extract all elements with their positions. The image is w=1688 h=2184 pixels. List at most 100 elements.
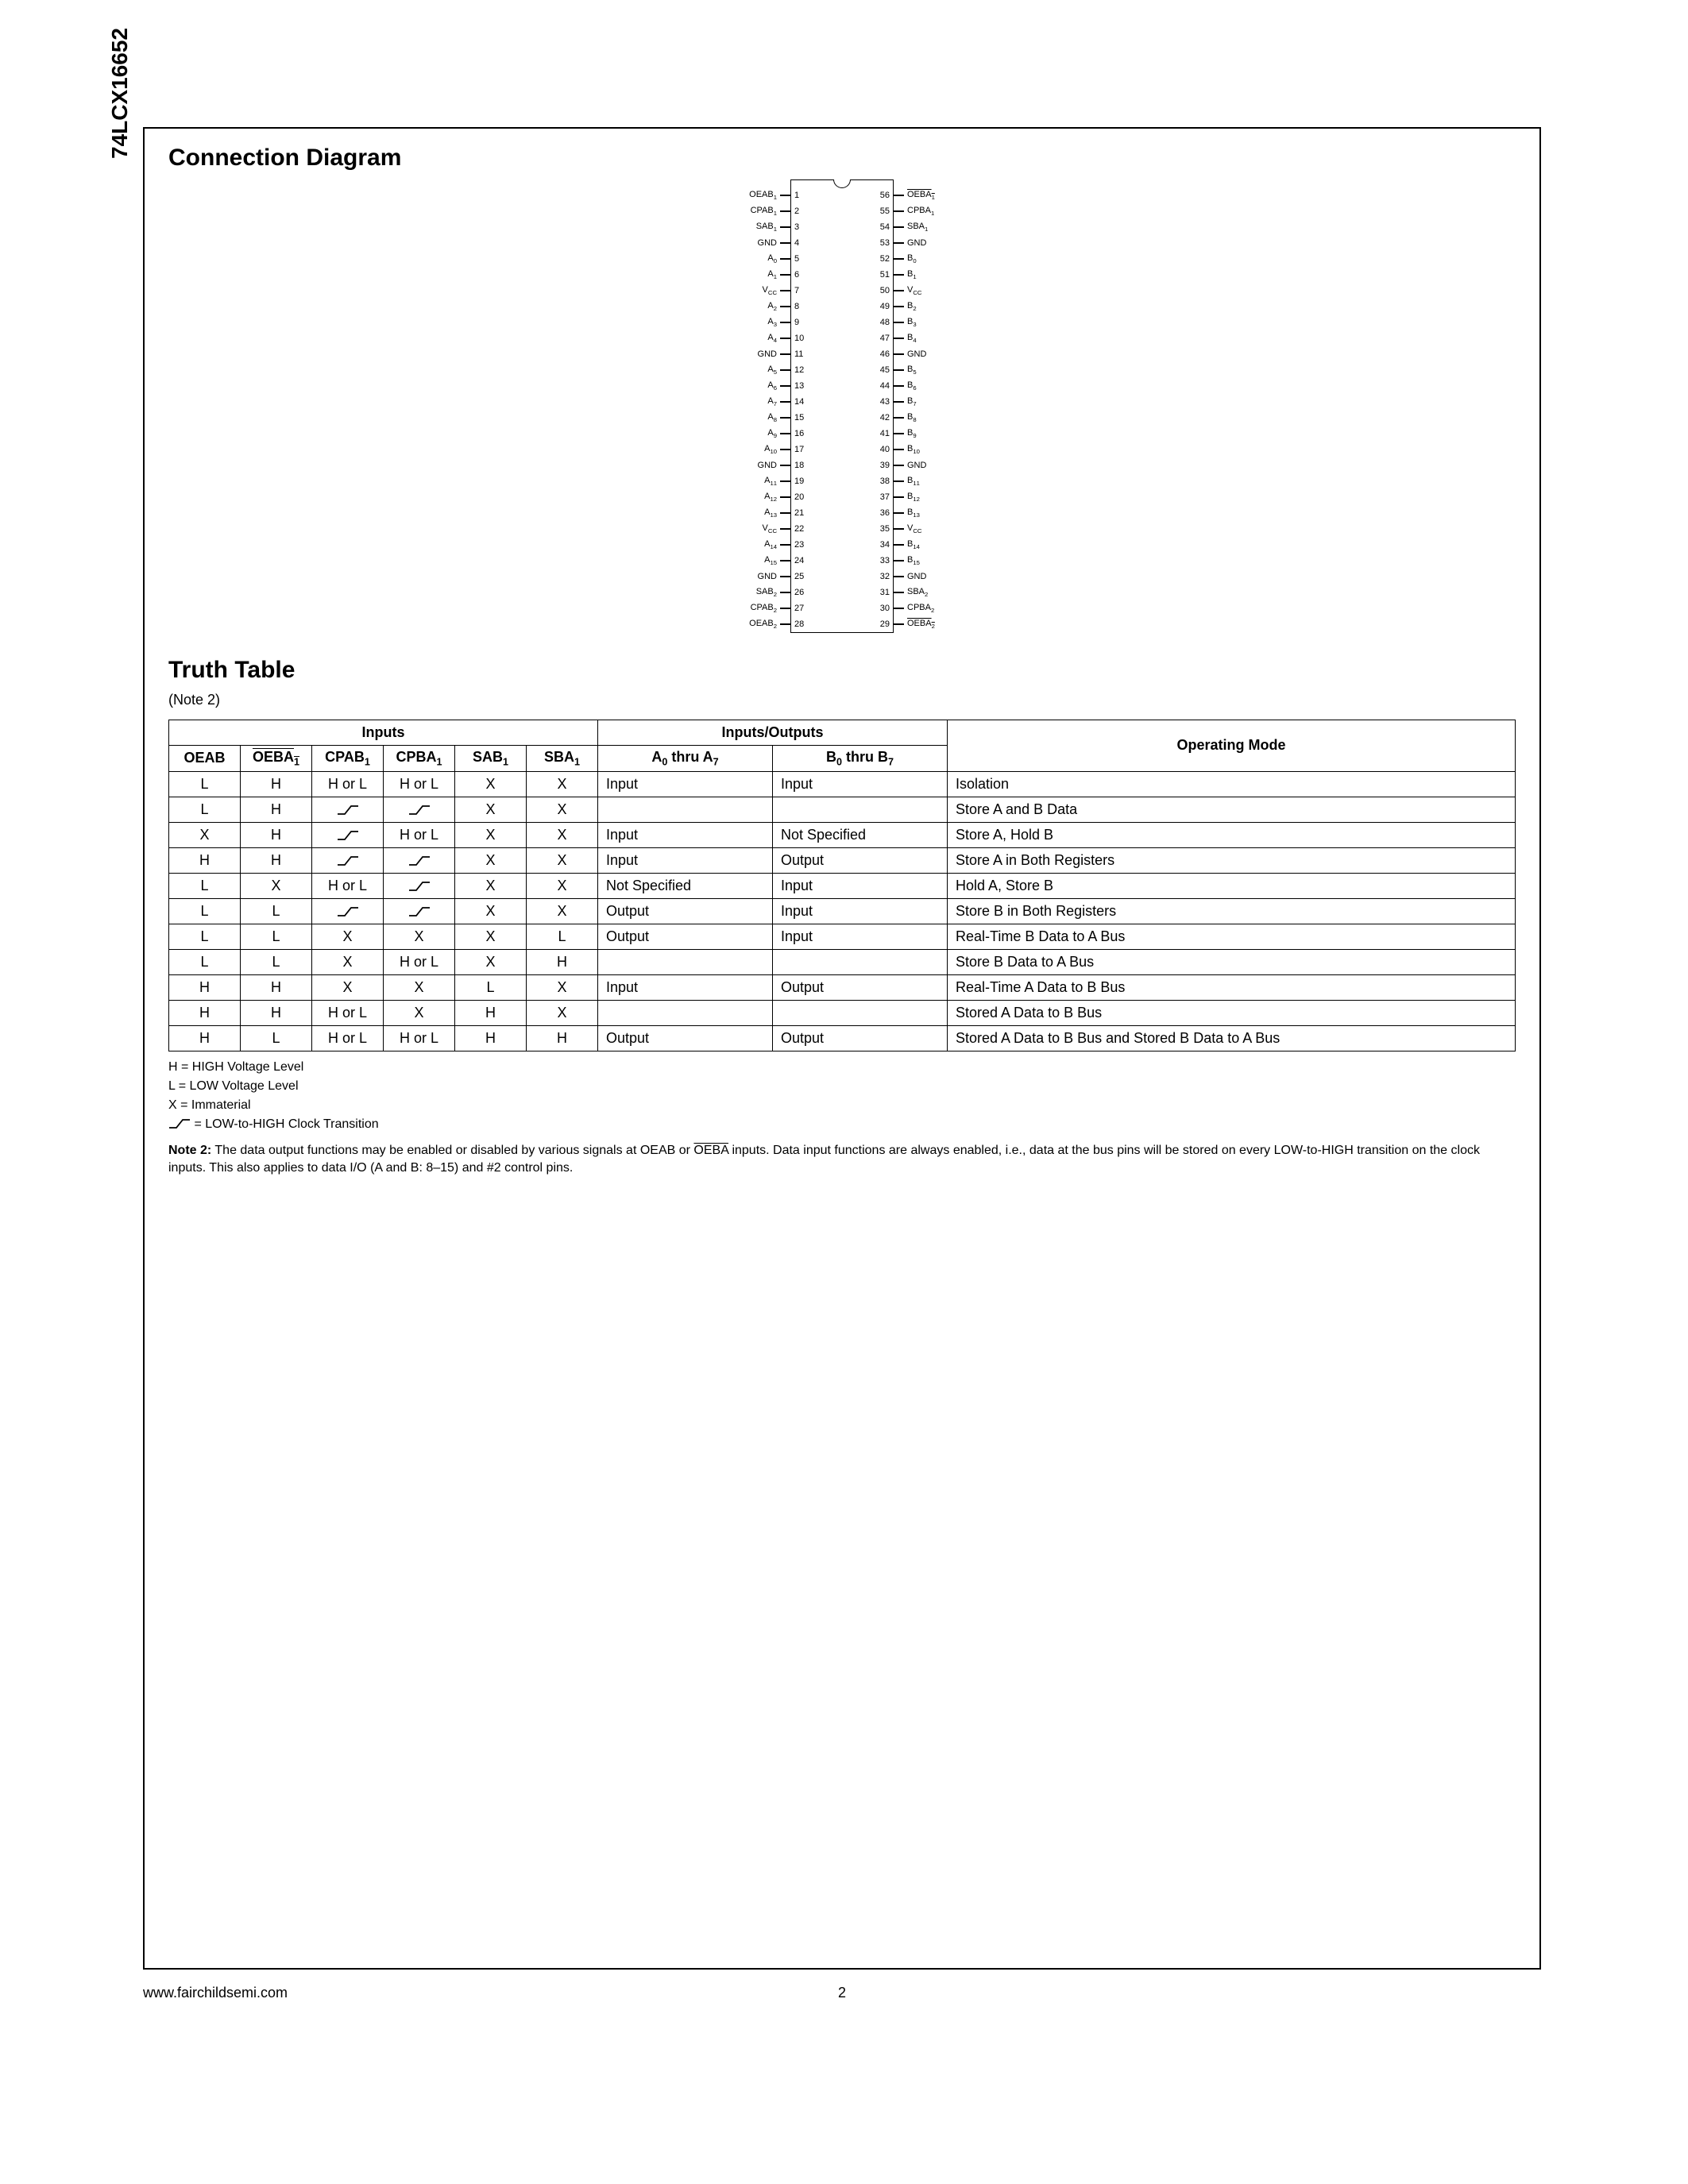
pin-number: 31 <box>880 588 890 597</box>
cell-a: Not Specified <box>598 873 773 898</box>
truth-table: Inputs Inputs/Outputs Operating Mode OEA… <box>168 720 1516 1051</box>
pin-label: OEAB1 <box>744 190 780 201</box>
pin-lead-icon <box>893 608 904 609</box>
pin-lead-icon <box>893 465 904 466</box>
cell-b <box>773 949 948 974</box>
th-sab: SAB1 <box>455 746 527 772</box>
cell-sab: X <box>455 771 527 797</box>
cell-mode: Real-Time A Data to B Bus <box>948 974 1516 1000</box>
page-footer: www.fairchildsemi.com 2 <box>143 1985 1541 2001</box>
pin-number: 9 <box>794 318 799 327</box>
pin-lead-icon <box>780 195 791 196</box>
cell-b: Input <box>773 924 948 949</box>
table-row: LHH or LH or LXXInputInputIsolation <box>169 771 1516 797</box>
pin-number: 45 <box>880 365 890 375</box>
pin-lead-icon <box>893 274 904 276</box>
pin-label: B12 <box>904 492 940 503</box>
pin-right: B7 <box>893 396 940 407</box>
cell-mode: Isolation <box>948 771 1516 797</box>
pin-right: B14 <box>893 539 940 550</box>
pin-lead-icon <box>780 560 791 561</box>
pin-label: SAB1 <box>744 222 780 233</box>
pin-number: 2 <box>794 206 799 216</box>
pin-right: GND <box>893 461 940 470</box>
cell-oeba: L <box>241 898 312 924</box>
cell-sab: X <box>455 873 527 898</box>
cell-oeba: L <box>241 924 312 949</box>
chip-notch-icon <box>833 179 851 188</box>
pin-lead-icon <box>893 322 904 323</box>
pin-label: VCC <box>904 285 940 296</box>
cell-a: Output <box>598 924 773 949</box>
pin-lead-icon <box>780 623 791 625</box>
table-group-header-row: Inputs Inputs/Outputs Operating Mode <box>169 720 1516 746</box>
cell-oeba: H <box>241 974 312 1000</box>
cell-oeab: X <box>169 822 241 847</box>
pin-label: GND <box>744 238 780 248</box>
pin-left: A6 <box>744 380 791 392</box>
pin-label: A13 <box>744 507 780 519</box>
cell-sba: X <box>527 797 598 822</box>
pin-lead-icon <box>893 528 904 530</box>
pin-label: B9 <box>904 428 940 439</box>
pin-row: 750VCCVCC <box>791 283 893 299</box>
rising-edge-icon <box>337 801 359 817</box>
pin-right: CPBA1 <box>893 206 940 217</box>
pin-row: 1938A11B11 <box>791 473 893 489</box>
pin-right: B6 <box>893 380 940 392</box>
pin-right: B8 <box>893 412 940 423</box>
pin-lead-icon <box>780 338 791 339</box>
pin-right: VCC <box>893 285 940 296</box>
pin-right: B1 <box>893 269 940 280</box>
cell-oeab: H <box>169 974 241 1000</box>
pin-lead-icon <box>893 195 904 196</box>
pin-number: 15 <box>794 413 804 423</box>
pin-left: OEAB1 <box>744 190 791 201</box>
cell-mode: Store A and B Data <box>948 797 1516 822</box>
cell-cpba: X <box>384 924 455 949</box>
pin-lead-icon <box>893 480 904 482</box>
pin-lead-icon <box>780 258 791 260</box>
connection-diagram-heading: Connection Diagram <box>168 145 1516 172</box>
pin-number: 21 <box>794 508 804 518</box>
cell-mode: Real-Time B Data to A Bus <box>948 924 1516 949</box>
connection-diagram: 156OEAB1OEBA1255CPAB1CPBA1354SAB1SBA1453… <box>168 179 1516 633</box>
pin-number: 22 <box>794 524 804 534</box>
pin-label: B4 <box>904 333 940 344</box>
pin-label: GND <box>744 349 780 359</box>
pin-number: 43 <box>880 397 890 407</box>
table-row: LLXH or LXHStore B Data to A Bus <box>169 949 1516 974</box>
cell-mode: Hold A, Store B <box>948 873 1516 898</box>
pin-number: 50 <box>880 286 890 295</box>
cell-b: Output <box>773 974 948 1000</box>
pin-lead-icon <box>780 322 791 323</box>
pin-lead-icon <box>893 449 904 450</box>
cell-sba: X <box>527 898 598 924</box>
pin-label: A8 <box>744 412 780 423</box>
cell-mode: Stored A Data to B Bus <box>948 1000 1516 1025</box>
pin-left: A7 <box>744 396 791 407</box>
pin-row: 849A2B2 <box>791 299 893 314</box>
pin-row: 1245A5B5 <box>791 362 893 378</box>
pin-lead-icon <box>893 242 904 244</box>
pin-label: A12 <box>744 492 780 503</box>
pin-row: 1641A9B9 <box>791 426 893 442</box>
pin-left: GND <box>744 349 791 359</box>
cell-sba: X <box>527 822 598 847</box>
pin-left: VCC <box>744 285 791 296</box>
pin-number: 47 <box>880 334 890 343</box>
pin-lead-icon <box>893 369 904 371</box>
pin-number: 54 <box>880 222 890 232</box>
cell-sab: X <box>455 898 527 924</box>
pin-lead-icon <box>780 290 791 291</box>
cell-b <box>773 797 948 822</box>
pin-label: A7 <box>744 396 780 407</box>
table-row: HHH or LXHXStored A Data to B Bus <box>169 1000 1516 1025</box>
pin-lead-icon <box>893 385 904 387</box>
cell-cpba <box>384 873 455 898</box>
pin-lead-icon <box>893 560 904 561</box>
pin-row: 2433A15B15 <box>791 553 893 569</box>
pin-number: 5 <box>794 254 799 264</box>
pin-lead-icon <box>780 274 791 276</box>
cell-b: Input <box>773 873 948 898</box>
